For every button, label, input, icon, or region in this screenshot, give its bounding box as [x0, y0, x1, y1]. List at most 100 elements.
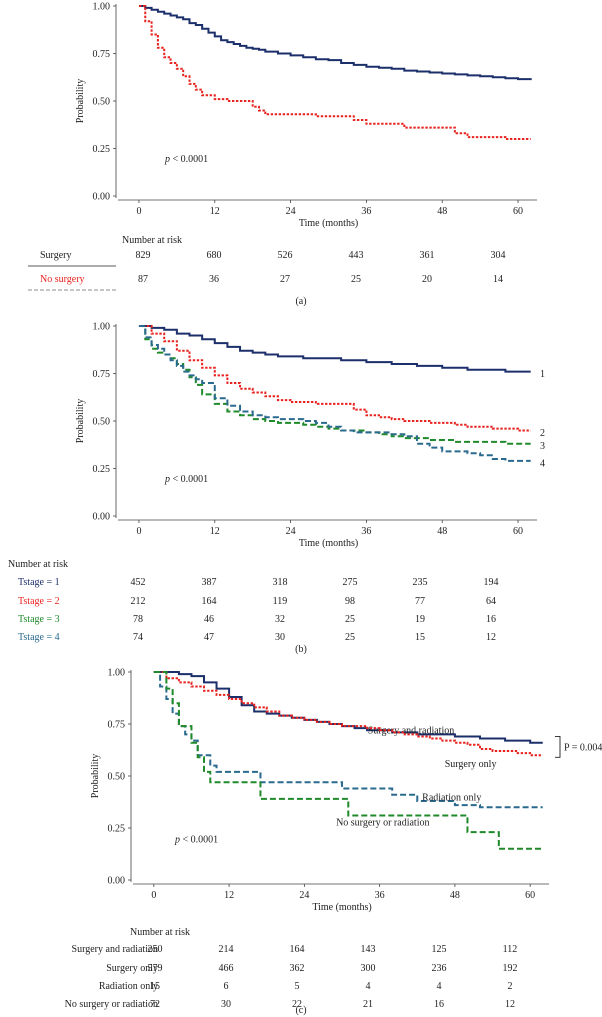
x-tick-label: 12: [210, 526, 220, 537]
series-line-surgery: [138, 5, 532, 81]
risk-table-title: Number at risk: [8, 559, 68, 570]
risk-value: 2: [508, 981, 513, 992]
x-tick-label: 60: [513, 206, 523, 217]
risk-row-label: Tstage = 2: [18, 596, 60, 607]
p-value-symbol: p: [164, 474, 170, 485]
risk-row-label: Tstage = 4: [18, 632, 60, 643]
series-line-surgery-only: [153, 671, 543, 757]
y-tick-label: 0.75: [108, 720, 126, 731]
risk-value: 77: [415, 596, 425, 607]
risk-value: 4: [366, 981, 371, 992]
risk-value: 16: [486, 614, 496, 625]
series-label: Radiation only: [422, 792, 481, 803]
series-line-4: [138, 325, 531, 462]
risk-value: 829: [136, 250, 151, 261]
risk-row-label: No surgery or radiation: [65, 999, 158, 1010]
risk-value: 112: [503, 944, 518, 955]
risk-row-label: Surgery and radiation: [72, 944, 158, 955]
p-value-text: < 0.0001: [170, 474, 208, 485]
risk-value: 25: [345, 632, 355, 643]
risk-value: 12: [486, 632, 496, 643]
series-line-1: [138, 325, 531, 373]
risk-value: 300: [361, 963, 376, 974]
risk-value: 15: [415, 632, 425, 643]
risk-value: 236: [432, 963, 447, 974]
risk-row-label: Radiation only: [99, 981, 158, 992]
risk-value: 466: [219, 963, 234, 974]
risk-value: 64: [486, 596, 496, 607]
series-line-2: [138, 325, 531, 432]
series-label: Surgery and radiation: [368, 726, 454, 737]
x-tick-label: 12: [224, 890, 234, 901]
risk-value: 46: [204, 614, 214, 625]
series-end-label: 4: [540, 458, 545, 469]
x-tick-label: 36: [361, 526, 371, 537]
risk-value: 362: [290, 963, 305, 974]
y-tick-label: 0.25: [93, 144, 111, 155]
risk-value: 194: [484, 577, 499, 588]
risk-value: 22: [292, 999, 302, 1010]
risk-table-title: Number at risk: [122, 235, 182, 246]
risk-value: 361: [420, 250, 435, 261]
risk-value: 235: [413, 577, 428, 588]
x-tick-label: 48: [437, 206, 447, 217]
series-end-label: 1: [540, 369, 545, 380]
risk-value: 74: [133, 632, 143, 643]
risk-value: 47: [204, 632, 214, 643]
y-tick-label: 0.25: [108, 824, 126, 835]
risk-value: 318: [273, 577, 288, 588]
series-line-surgery-and-radiation: [153, 671, 543, 744]
risk-value: 14: [493, 274, 503, 285]
risk-value: 452: [131, 577, 146, 588]
y-tick-label: 0.75: [93, 49, 111, 60]
x-axis-label: Time (months): [312, 902, 371, 913]
series-line-3: [138, 325, 531, 445]
risk-value: 78: [133, 614, 143, 625]
risk-value: 30: [221, 999, 231, 1010]
risk-row-label: Tstage = 3: [18, 614, 60, 625]
x-axis-label: Time (months): [299, 218, 358, 229]
p-value-text: < 0.0001: [170, 154, 208, 165]
risk-value: 6: [224, 981, 229, 992]
series-line-radiation-only: [153, 671, 543, 809]
risk-value: 21: [363, 999, 373, 1010]
x-tick-label: 0: [136, 526, 141, 537]
risk-value: 36: [209, 274, 219, 285]
risk-value: 164: [202, 596, 217, 607]
bracket-label: P = 0.004: [564, 742, 602, 753]
risk-table-title: Number at risk: [130, 927, 190, 938]
panel-caption: (a): [295, 296, 306, 307]
risk-value: 32: [275, 614, 285, 625]
y-axis-label: Probability: [90, 754, 101, 798]
y-axis-label: Probability: [75, 399, 86, 443]
x-tick-label: 12: [210, 206, 220, 217]
risk-value: 30: [275, 632, 285, 643]
x-tick-label: 24: [286, 526, 296, 537]
x-tick-label: 36: [375, 890, 385, 901]
x-tick-label: 24: [286, 206, 296, 217]
risk-value: 443: [349, 250, 364, 261]
risk-value: 72: [150, 999, 160, 1010]
risk-value: 214: [219, 944, 234, 955]
risk-value: 25: [345, 614, 355, 625]
y-tick-label: 1.00: [108, 668, 126, 679]
risk-value: 20: [422, 274, 432, 285]
y-tick-label: 0.75: [93, 369, 111, 380]
risk-value: 680: [207, 250, 222, 261]
risk-value: 387: [202, 577, 217, 588]
risk-value: 19: [415, 614, 425, 625]
panel-caption: (b): [295, 644, 307, 655]
x-tick-label: 60: [513, 526, 523, 537]
risk-row-label: Surgery: [40, 250, 71, 261]
risk-value: 164: [290, 944, 305, 955]
y-tick-label: 0.00: [93, 512, 111, 523]
y-tick-label: 0.50: [93, 97, 111, 108]
risk-value: 12: [505, 999, 515, 1010]
risk-value: 5: [295, 981, 300, 992]
p-value-symbol: p: [174, 835, 180, 846]
x-axis-label: Time (months): [299, 538, 358, 549]
risk-value: 4: [437, 981, 442, 992]
